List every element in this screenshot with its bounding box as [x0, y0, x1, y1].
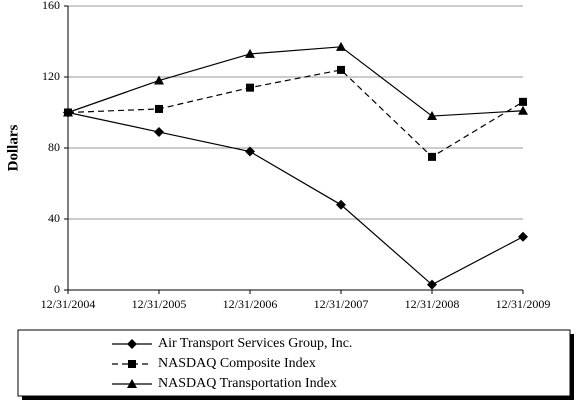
point [427, 279, 437, 290]
point [518, 105, 528, 115]
legend-label: Air Transport Services Group, Inc. [158, 336, 352, 351]
point [337, 65, 345, 74]
y-tick-label: 80 [48, 140, 60, 154]
series-line [67, 69, 524, 158]
point [245, 48, 255, 58]
x-tick-label: 12/31/2007 [314, 297, 369, 311]
legend-marker [127, 379, 137, 388]
point [519, 97, 527, 106]
y-tick-label: 120 [42, 69, 60, 83]
x-tick-label: 12/31/2009 [496, 297, 551, 311]
x-tick-label: 12/31/2005 [132, 297, 187, 311]
point [518, 231, 528, 242]
legend-marker [128, 360, 136, 368]
point [154, 75, 164, 85]
series-line [67, 46, 524, 117]
y-axis-label: Dollars [5, 125, 21, 172]
x-tick-label: 12/31/2004 [41, 297, 96, 311]
point [428, 152, 436, 161]
point [245, 146, 255, 157]
x-tick-label: 12/31/2008 [405, 297, 460, 311]
point [427, 111, 437, 121]
point [154, 127, 164, 138]
legend-label: NASDAQ Composite Index [158, 356, 316, 371]
legend-box [17, 329, 571, 397]
point [246, 83, 254, 92]
y-tick-label: 40 [48, 211, 60, 225]
point [63, 107, 73, 117]
point [155, 104, 163, 113]
point [336, 41, 346, 51]
x-tick-label: 12/31/2006 [223, 297, 278, 311]
point [336, 199, 346, 210]
y-tick-label: 160 [42, 0, 60, 12]
legend-label: NASDAQ Transportation Index [158, 376, 337, 391]
y-tick-label: 0 [54, 282, 60, 296]
legend-marker [127, 339, 137, 349]
series-line [67, 111, 524, 286]
